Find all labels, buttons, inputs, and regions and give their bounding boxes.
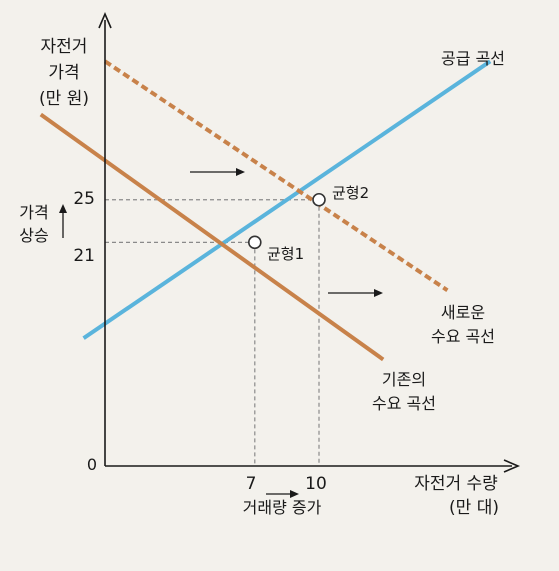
quantity-increase-label: 거래량 증가	[243, 498, 322, 517]
x-axis-title-line2: (만 대)	[449, 498, 499, 518]
equilibrium-2-label: 균형2	[332, 184, 369, 202]
new-demand-label-line1: 새로운	[441, 303, 485, 322]
quantity-increase-arrow	[266, 490, 299, 498]
old-demand-curve	[39, 112, 385, 362]
price-rise-line1: 가격	[19, 203, 48, 222]
price-rise-line2: 상승	[19, 226, 48, 245]
y-tick-label-25: 25	[73, 189, 95, 209]
y-tick-label-21: 21	[73, 246, 95, 266]
equilibrium-markers	[248, 192, 326, 250]
supply-curve	[82, 59, 492, 340]
axes	[98, 11, 521, 473]
origin-label: 0	[87, 455, 97, 474]
y-axis-title-line3: (만 원)	[39, 89, 89, 109]
equilibrium-point-1	[248, 235, 262, 250]
old-demand-label-line1: 기존의	[382, 370, 426, 389]
demand-shift-arrow-lower	[328, 289, 383, 297]
supply-curve-label: 공급 곡선	[441, 49, 505, 68]
demand-shift-arrow-upper	[190, 168, 245, 176]
x-axis-title-line1: 자전거 수량	[414, 474, 498, 494]
y-axis-title-line1: 자전거	[41, 37, 88, 57]
equilibrium-point-2	[312, 192, 326, 207]
x-tick-label-7: 7	[246, 474, 257, 494]
curves	[39, 59, 492, 362]
old-demand-label-line2: 수요 곡선	[372, 394, 436, 413]
equilibrium-1-label: 균형1	[267, 245, 304, 263]
x-tick-label-10: 10	[305, 474, 327, 494]
new-demand-curve	[103, 59, 449, 292]
y-axis-arrow	[98, 11, 112, 29]
guide-lines	[105, 199, 320, 466]
price-rise-arrow	[59, 204, 67, 238]
new-demand-label-line2: 수요 곡선	[431, 327, 495, 346]
x-axis-arrow	[503, 459, 521, 473]
y-axis-title-line2: 가격	[48, 63, 79, 83]
